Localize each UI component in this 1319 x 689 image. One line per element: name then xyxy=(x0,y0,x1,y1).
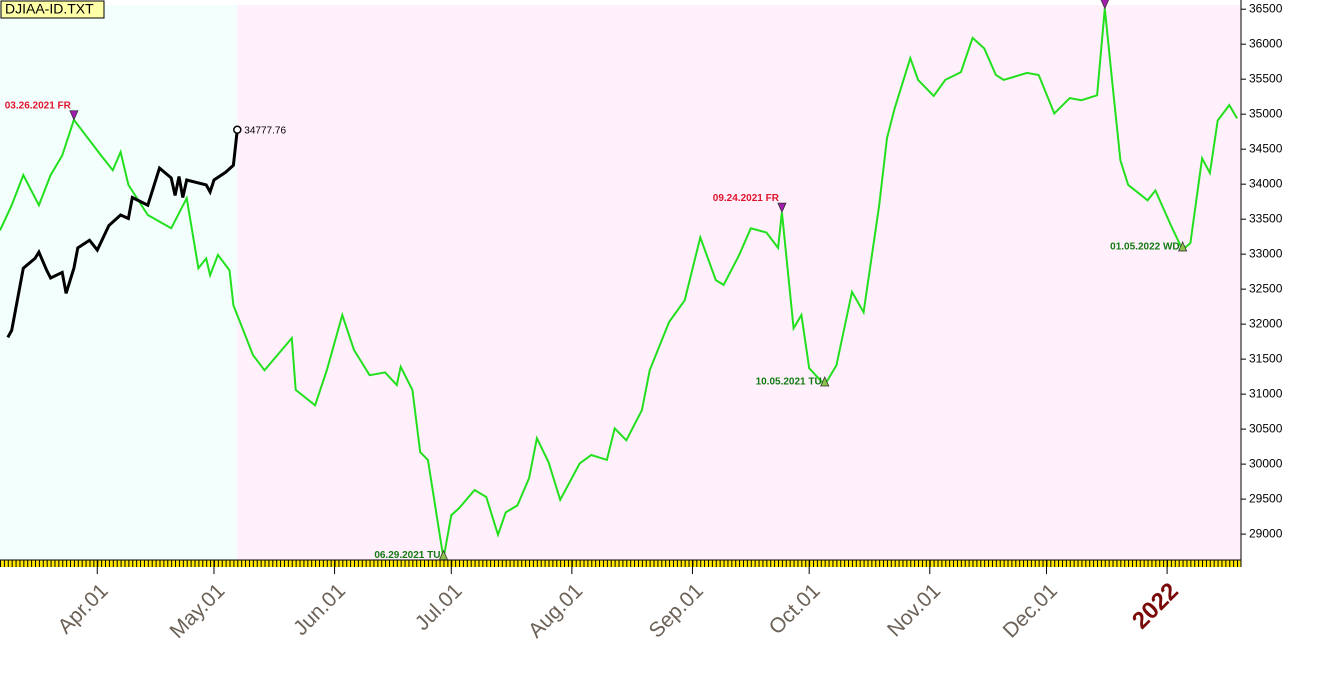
y-tick-label: 36500 xyxy=(1249,1,1283,15)
y-tick-label: 35000 xyxy=(1249,106,1283,120)
x-tick-label: Dec.01 xyxy=(999,579,1062,642)
x-tick-label: May.01 xyxy=(166,579,230,643)
x-tick-label: Apr.01 xyxy=(54,579,113,638)
y-tick-label: 32500 xyxy=(1249,281,1283,295)
x-tick-label: Jun.01 xyxy=(289,579,350,640)
annotation-label: 09.24.2021 FR xyxy=(713,193,780,204)
x-tick-label: Oct.01 xyxy=(765,579,825,639)
y-tick-label: 33500 xyxy=(1249,211,1283,225)
y-tick-label: 29000 xyxy=(1249,526,1283,540)
annotation-marker xyxy=(438,549,449,561)
annotation-marker xyxy=(1178,240,1188,252)
series-line xyxy=(0,8,1238,559)
y-tick-label: 32000 xyxy=(1249,316,1283,330)
x-tick-label: Jul.01 xyxy=(411,579,467,635)
annotation-marker xyxy=(777,202,787,214)
y-tick-label: 31000 xyxy=(1249,386,1283,400)
annotation-marker xyxy=(820,376,830,387)
x-tick-label: Aug.01 xyxy=(524,579,587,642)
annotation-label: 10.05.2021 TU xyxy=(756,377,822,388)
y-tick-label: 35500 xyxy=(1249,71,1283,85)
last-value-label: 34777.76 xyxy=(244,125,286,136)
background-region xyxy=(237,5,1242,560)
y-tick-label: 30000 xyxy=(1249,456,1283,470)
y-tick-label: 34000 xyxy=(1249,176,1283,190)
y-tick-label: 31500 xyxy=(1249,351,1283,365)
title-box xyxy=(0,0,105,19)
annotation-label: 03.26.2021 FR xyxy=(5,100,72,111)
y-tick-label: 30500 xyxy=(1249,421,1283,435)
axis-ticks xyxy=(0,560,1241,567)
x-tick-label: Nov.01 xyxy=(883,579,945,641)
y-tick-label: 34500 xyxy=(1249,141,1283,155)
annotation-marker xyxy=(69,110,79,121)
x-tick-label: Sep.01 xyxy=(645,579,708,642)
series-line xyxy=(6,129,239,339)
y-tick-label: 36000 xyxy=(1249,36,1283,50)
x-tick-label: 2022 xyxy=(1127,578,1184,635)
annotation-marker xyxy=(1100,0,1110,10)
chart-title: DJIAA-ID.TXT xyxy=(5,1,94,17)
y-tick-label: 33000 xyxy=(1249,246,1283,260)
annotation-label: 06.29.2021 TU xyxy=(374,550,440,561)
y-tick-label: 29500 xyxy=(1249,491,1283,505)
last-point xyxy=(233,125,242,134)
background-region xyxy=(0,5,238,560)
annotation-label: 01.05.2022 WD xyxy=(1110,242,1180,253)
